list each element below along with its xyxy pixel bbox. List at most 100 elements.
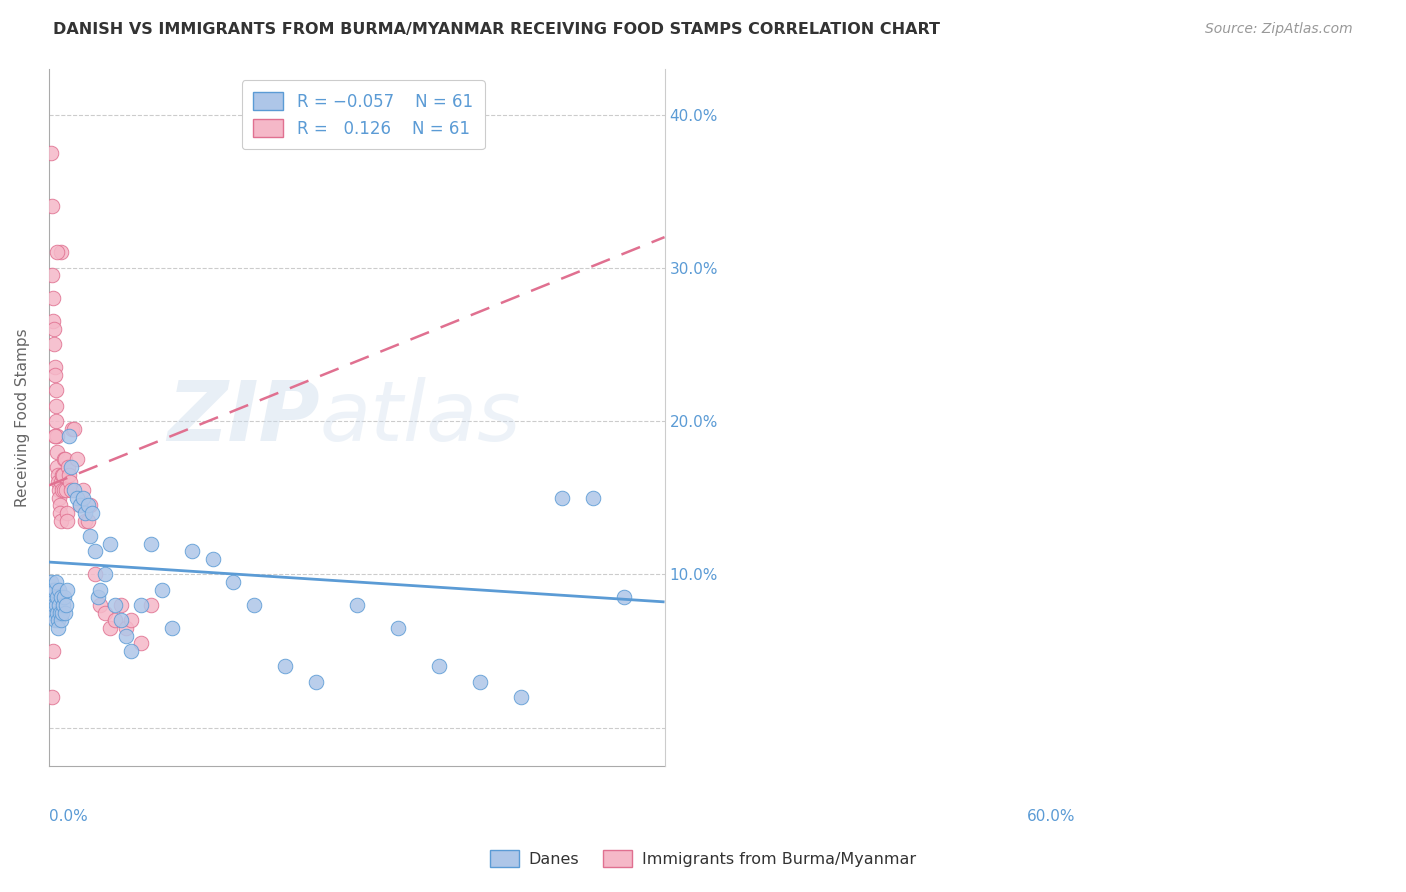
Point — [49, 613, 72, 627]
Point — [94, 567, 117, 582]
Point — [39, 145, 62, 160]
Point — [46, 606, 69, 620]
Point — [41, 199, 63, 213]
Point — [63, 422, 86, 436]
Point — [52, 598, 75, 612]
Point — [76, 499, 98, 513]
Point — [42, 292, 65, 306]
Point — [120, 613, 142, 627]
Point — [63, 483, 86, 497]
Point — [48, 582, 70, 597]
Point — [73, 514, 96, 528]
Point — [104, 598, 127, 612]
Y-axis label: Receiving Food Stamps: Receiving Food Stamps — [15, 328, 30, 507]
Point — [56, 506, 79, 520]
Point — [44, 582, 66, 597]
Point — [201, 552, 224, 566]
Point — [84, 567, 107, 582]
Point — [42, 582, 65, 597]
Point — [55, 483, 77, 497]
Point — [304, 674, 326, 689]
Point — [49, 245, 72, 260]
Point — [66, 452, 89, 467]
Point — [41, 268, 63, 283]
Point — [110, 598, 132, 612]
Point — [53, 591, 76, 605]
Point — [387, 621, 409, 635]
Point — [110, 613, 132, 627]
Point — [49, 475, 72, 490]
Text: 60.0%: 60.0% — [1026, 809, 1076, 824]
Point — [87, 591, 110, 605]
Point — [89, 582, 111, 597]
Point — [58, 467, 80, 482]
Point — [44, 613, 66, 627]
Text: Source: ZipAtlas.com: Source: ZipAtlas.com — [1205, 22, 1353, 37]
Point — [582, 491, 605, 505]
Point — [49, 499, 72, 513]
Point — [612, 591, 634, 605]
Point — [49, 514, 72, 528]
Point — [41, 606, 63, 620]
Point — [69, 499, 91, 513]
Point — [46, 467, 69, 482]
Point — [114, 621, 136, 635]
Point — [49, 506, 72, 520]
Point — [44, 360, 66, 375]
Legend: Danes, Immigrants from Burma/Myanmar: Danes, Immigrants from Burma/Myanmar — [484, 843, 922, 873]
Point — [52, 467, 75, 482]
Point — [45, 399, 67, 413]
Point — [79, 499, 101, 513]
Point — [243, 598, 266, 612]
Text: ZIP: ZIP — [167, 376, 319, 458]
Point — [181, 544, 204, 558]
Point — [222, 574, 245, 589]
Point — [129, 636, 152, 650]
Point — [150, 582, 173, 597]
Point — [427, 659, 450, 673]
Point — [45, 598, 67, 612]
Point — [49, 591, 72, 605]
Text: atlas: atlas — [319, 376, 522, 458]
Point — [51, 483, 73, 497]
Point — [39, 574, 62, 589]
Point — [509, 690, 531, 704]
Point — [80, 506, 103, 520]
Point — [84, 544, 107, 558]
Point — [48, 491, 70, 505]
Point — [73, 506, 96, 520]
Point — [46, 429, 69, 443]
Point — [98, 621, 121, 635]
Point — [79, 529, 101, 543]
Point — [60, 460, 83, 475]
Point — [468, 674, 491, 689]
Point — [53, 452, 76, 467]
Point — [45, 414, 67, 428]
Point — [48, 598, 70, 612]
Point — [42, 644, 65, 658]
Point — [53, 452, 76, 467]
Point — [48, 483, 70, 497]
Point — [72, 491, 94, 505]
Point — [58, 429, 80, 443]
Point — [55, 598, 77, 612]
Text: 0.0%: 0.0% — [49, 809, 87, 824]
Point — [58, 460, 80, 475]
Point — [141, 536, 163, 550]
Point — [46, 475, 69, 490]
Point — [49, 606, 72, 620]
Point — [42, 582, 65, 597]
Point — [53, 483, 76, 497]
Point — [56, 582, 79, 597]
Point — [160, 621, 183, 635]
Point — [42, 314, 65, 328]
Point — [94, 606, 117, 620]
Point — [44, 429, 66, 443]
Point — [53, 606, 76, 620]
Point — [76, 514, 98, 528]
Point — [104, 613, 127, 627]
Point — [46, 245, 69, 260]
Point — [346, 598, 368, 612]
Point — [56, 514, 79, 528]
Point — [44, 429, 66, 443]
